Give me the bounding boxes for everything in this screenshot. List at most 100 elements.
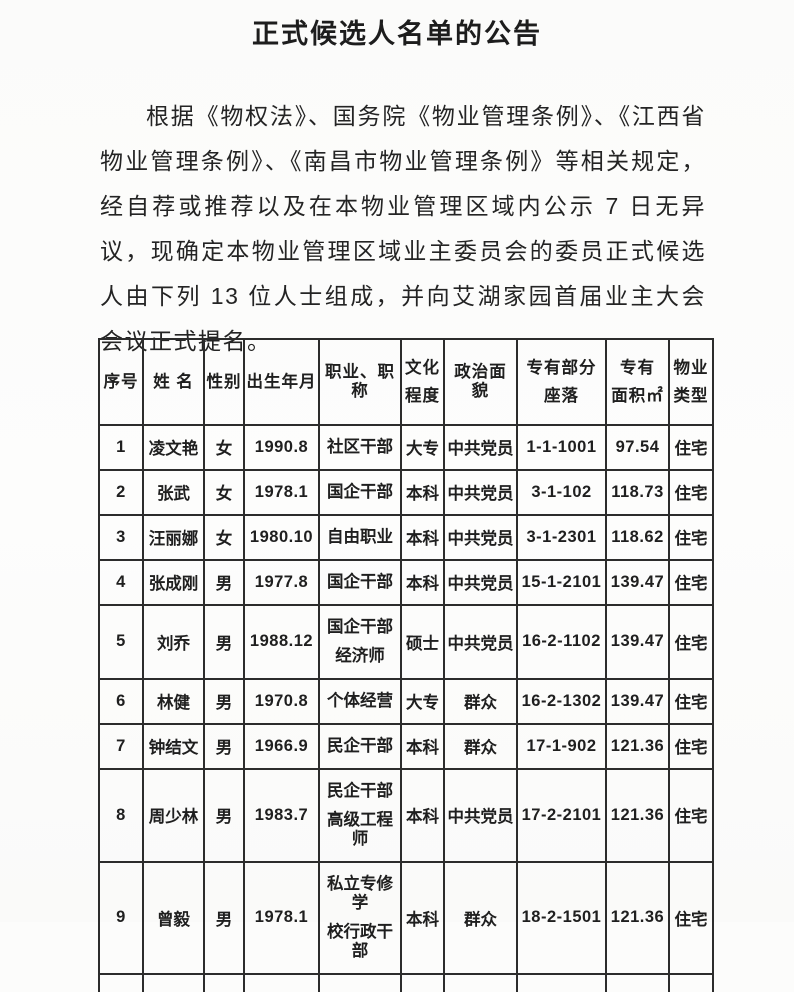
page-title: 正式候选人名单的公告 bbox=[252, 19, 542, 49]
table-cell: 男 bbox=[203, 558, 245, 606]
column-header: 专有 面积㎡ bbox=[605, 338, 670, 426]
table-row: 6 林健男 1970.8 个体经营 大专 群众 16-2-1302 139.47 住宅 bbox=[98, 677, 714, 725]
table-cell: 住宅 bbox=[668, 468, 714, 516]
table-cell-line: 经济师 bbox=[335, 646, 385, 665]
table-cell: 16-2-1102 bbox=[516, 603, 607, 680]
table-cell: 121.36 bbox=[605, 860, 670, 975]
column-header: 序号 bbox=[98, 338, 144, 426]
table-cell: 国企干部 经济师 bbox=[318, 603, 402, 680]
table-cell: 17-1-902 bbox=[516, 722, 607, 770]
table-cell-empty bbox=[400, 972, 445, 992]
table-cell: 女 bbox=[203, 468, 245, 516]
table-row: 5 刘乔男 1988.12 国企干部 经济师 硕士 中共党员 16-2-1102 139.47 住… bbox=[98, 603, 714, 680]
table-cell: 私立专修学 校行政干部 bbox=[318, 860, 402, 975]
table-cell: 118.73 bbox=[605, 468, 670, 516]
table-cell: 民企干部 bbox=[318, 722, 402, 770]
table-cell: 国企干部 bbox=[318, 558, 402, 606]
table-cell: 刘乔 bbox=[142, 603, 205, 680]
table-cell-line: 社区干部 bbox=[327, 438, 393, 456]
table-cell: 男 bbox=[203, 722, 245, 770]
table-cell: 1988.12 bbox=[243, 603, 320, 680]
table-cell-line: 国企干部 bbox=[327, 572, 393, 591]
table-cell: 4 bbox=[98, 558, 144, 606]
table-cell: 6 bbox=[98, 677, 144, 725]
table-cell: 林健 bbox=[142, 677, 205, 725]
table-cell: 男 bbox=[203, 677, 245, 725]
table-cell-empty bbox=[243, 972, 320, 992]
table-cell: 住宅 bbox=[668, 603, 714, 680]
table-cell: 7 bbox=[98, 722, 144, 770]
table-cell-line: 民企干部 bbox=[327, 781, 393, 800]
table-cell-line: 自由职业 bbox=[327, 527, 393, 546]
column-header-line: 职业、职称 bbox=[325, 363, 395, 400]
column-header-line: 政治面貌 bbox=[454, 363, 507, 400]
table-cell: 1977.8 bbox=[243, 558, 320, 606]
table-cell: 3-1-102 bbox=[516, 468, 607, 516]
column-header: 政治面貌 bbox=[443, 338, 518, 426]
table-cell: 17-2-2101 bbox=[516, 767, 607, 863]
header-row: 序号姓 名性别 出生年月 职业、职称 文化程度 政治面貌 专有部分 座落 专有 面积㎡ 物业 类型 bbox=[98, 338, 714, 426]
column-header: 出生年月 bbox=[243, 338, 320, 426]
column-header-line: 文化 bbox=[405, 358, 440, 377]
column-header-line: 姓 名 bbox=[153, 372, 194, 391]
table-cell: 周少林 bbox=[142, 767, 205, 863]
table-cell: 住宅 bbox=[668, 424, 714, 471]
column-header: 专有部分 座落 bbox=[516, 338, 607, 426]
table-cell: 9 bbox=[98, 860, 144, 975]
table-cell: 大专 bbox=[400, 424, 445, 471]
column-header-line: 专有 bbox=[620, 358, 655, 377]
table-cell: 中共党员 bbox=[443, 513, 518, 561]
table-cell: 1978.1 bbox=[243, 860, 320, 975]
table-cell: 15-1-2101 bbox=[516, 558, 607, 606]
table-cell: 民企干部 高级工程师 bbox=[318, 767, 402, 863]
table-cell: 中共党员 bbox=[443, 603, 518, 680]
table-cell: 男 bbox=[203, 603, 245, 680]
table-cell: 群众 bbox=[443, 677, 518, 725]
table-cell: 本科 bbox=[400, 558, 445, 606]
table-cell: 16-2-1302 bbox=[516, 677, 607, 725]
table-cell: 1 bbox=[98, 424, 144, 471]
table-cell: 女 bbox=[203, 424, 245, 471]
table-cell: 汪丽娜 bbox=[142, 513, 205, 561]
table-cell: 8 bbox=[98, 767, 144, 863]
column-header-line: 程度 bbox=[405, 386, 440, 405]
column-header-line: 出生年月 bbox=[246, 372, 317, 391]
table-cell: 住宅 bbox=[668, 513, 714, 561]
table-cell: 本科 bbox=[400, 513, 445, 561]
table-row: 1 凌文艳女 1990.8 社区干部 大专 中共党员 1-1-1001 97.54 住宅 bbox=[98, 424, 714, 471]
table-cell: 住宅 bbox=[668, 558, 714, 606]
table-head: 序号姓 名性别 出生年月 职业、职称 文化程度 政治面貌 专有部分 座落 专有 面积㎡ 物业 类型 bbox=[98, 338, 714, 426]
table-cell: 男 bbox=[203, 860, 245, 975]
table-cell: 群众 bbox=[443, 860, 518, 975]
table-cell: 121.36 bbox=[605, 722, 670, 770]
table-cell-empty bbox=[142, 972, 205, 992]
table-cell: 1978.1 bbox=[243, 468, 320, 516]
table-cell-empty bbox=[203, 972, 245, 992]
table-row: 8 周少林男 1983.7 民企干部 高级工程师 本科 中共党员 17-2-2101 121.3… bbox=[98, 767, 714, 863]
table-cell: 18-2-1501 bbox=[516, 860, 607, 975]
table-cell: 凌文艳 bbox=[142, 424, 205, 471]
table-cell: 中共党员 bbox=[443, 558, 518, 606]
column-header-line: 性别 bbox=[206, 372, 242, 391]
table-cell: 曾毅 bbox=[142, 860, 205, 975]
table-cell-line: 个体经营 bbox=[327, 691, 393, 710]
table-row: 4 张成刚男 1977.8 国企干部 本科 中共党员 15-1-2101 139.47 住宅 bbox=[98, 558, 714, 606]
table-cell-empty bbox=[98, 972, 144, 992]
column-header: 物业 类型 bbox=[668, 338, 714, 426]
table-cell: 个体经营 bbox=[318, 677, 402, 725]
candidates-table: 序号姓 名性别 出生年月 职业、职称 文化 程度 政治面貌 专有部分 座落 专有 面积㎡ 物业 类型 … bbox=[98, 338, 714, 992]
column-header-line: 类型 bbox=[673, 386, 709, 405]
table-cell: 139.47 bbox=[605, 677, 670, 725]
table-container: 序号姓 名性别 出生年月 职业、职称 文化 程度 政治面貌 专有部分 座落 专有 面积㎡ 物业 类型 … bbox=[98, 338, 714, 992]
table-cell-line: 高级工程师 bbox=[327, 810, 393, 848]
table-row: 2 张武女 1978.1 国企干部 本科 中共党员 3-1-102 118.73 住宅 bbox=[98, 468, 714, 516]
table-cell: 自由职业 bbox=[318, 513, 402, 561]
table-cell: 5 bbox=[98, 603, 144, 680]
table-row: 3 汪丽娜女 1980.10 自由职业 本科 中共党员 3-1-2301 118.62 住宅 bbox=[98, 513, 714, 561]
table-cell-line: 国企干部 bbox=[327, 617, 393, 636]
table-cell: 118.62 bbox=[605, 513, 670, 561]
table-cell: 大专 bbox=[400, 677, 445, 725]
column-header-line: 座落 bbox=[544, 386, 579, 405]
table-cell-line: 国企干部 bbox=[327, 482, 393, 501]
